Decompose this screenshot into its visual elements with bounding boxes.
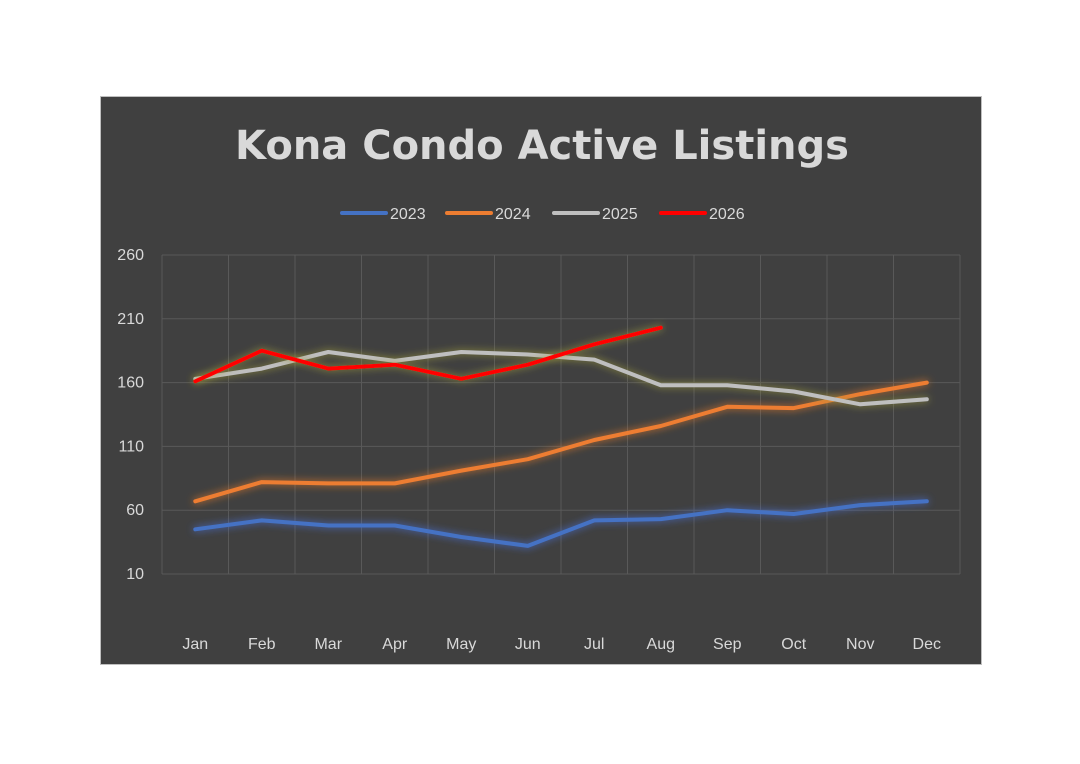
series-line-2026 [193,325,663,384]
x-tick-label: Jul [584,636,604,653]
x-tick-label: Aug [647,636,675,653]
x-tick-label: May [446,636,476,653]
x-tick-label: Oct [781,636,806,653]
legend-label: 2024 [495,206,531,223]
x-tick-label: Apr [382,636,408,653]
x-tick-label: Jun [515,636,541,653]
legend: 2023 2024 2025 2026 [340,206,745,223]
y-axis-ticks: 10 60 110 160 210 260 [117,247,144,583]
chart-area: Kona Condo Active Listings 2023 2024 2025 2… [100,96,982,665]
x-axis-ticks: Jan Feb Mar Apr May Jun Jul Aug Sep Oct Nov Dec [182,636,941,653]
y-tick-label: 260 [117,247,144,264]
y-tick-label: 110 [118,438,144,455]
y-tick-label: 60 [126,502,144,519]
series-line-2024 [193,380,929,504]
legend-label: 2025 [602,206,638,223]
legend-label: 2023 [390,206,426,223]
x-tick-label: Jan [182,636,208,653]
gridlines [161,254,961,575]
y-tick-label: 160 [117,375,144,392]
x-tick-label: Nov [846,636,874,653]
x-tick-label: Mar [314,636,342,653]
x-tick-label: Sep [713,636,742,653]
series-lines [193,325,929,548]
y-tick-label: 10 [126,566,144,583]
chart-title: Kona Condo Active Listings [235,123,849,169]
x-tick-label: Dec [913,636,941,653]
legend-label: 2026 [709,206,745,223]
x-tick-label: Feb [248,636,276,653]
series-line-2025 [193,350,929,407]
line-chart: Kona Condo Active Listings 2023 2024 2025 2… [117,123,961,653]
series-line-2023 [193,499,929,548]
y-tick-label: 210 [117,311,144,328]
